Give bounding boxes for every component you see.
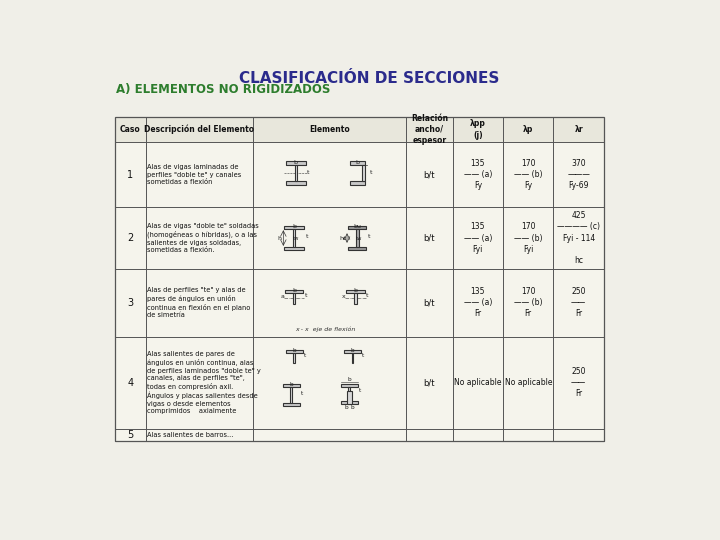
Text: Alas de vigas "doble te" soldadas
(homogéneas o híbridas), o a las
salientes de : Alas de vigas "doble te" soldadas (homog… [148, 223, 259, 253]
Text: bu: bu [353, 224, 361, 229]
Text: t: t [362, 353, 364, 359]
Text: 250
——
Fr: 250 —— Fr [571, 367, 586, 399]
Text: b: b [355, 160, 359, 165]
Bar [348, 247, 366, 251]
Text: b: b [292, 288, 296, 293]
Bar [114, 117, 604, 142]
Bar [350, 181, 365, 185]
Text: λp: λp [523, 125, 534, 134]
Text: t: t [370, 170, 372, 175]
Bar [290, 387, 292, 403]
Text: 425
———— (c)
Fyi - 114

hc: 425 ———— (c) Fyi - 114 hc [557, 211, 600, 265]
Bar [114, 117, 604, 441]
Text: t: t [305, 293, 307, 298]
Text: x: x [342, 294, 346, 299]
Text: 170
—— (b)
Fyi: 170 —— (b) Fyi [514, 222, 542, 254]
Text: t: t [366, 293, 369, 298]
Text: Alas salientes de pares de
ángulos en unión continua, alas
de perfiles laminados: Alas salientes de pares de ángulos en un… [148, 352, 261, 414]
Text: b: b [292, 348, 296, 353]
Text: h: h [277, 235, 282, 240]
Text: b: b [344, 405, 348, 410]
Bar [350, 161, 365, 165]
Text: 250
——
Fr: 250 —— Fr [571, 287, 586, 319]
Text: 5: 5 [127, 430, 133, 440]
Bar [348, 226, 366, 229]
Text: tw: tw [293, 235, 300, 240]
Text: b/t: b/t [423, 170, 435, 179]
Bar [341, 383, 358, 387]
Text: 135
—— (a)
Fr: 135 —— (a) Fr [464, 287, 492, 319]
Bar [114, 117, 604, 441]
Text: t: t [301, 391, 303, 396]
Text: b: b [292, 224, 296, 229]
Bar [286, 161, 306, 165]
Bar [294, 165, 297, 181]
Text: b: b [354, 288, 358, 293]
Bar [284, 247, 305, 251]
Text: 1: 1 [127, 170, 133, 179]
Bar [285, 291, 304, 294]
Text: No aplicable: No aplicable [454, 379, 502, 387]
Text: Caso: Caso [120, 125, 140, 134]
Text: b/t: b/t [423, 233, 435, 242]
Bar [361, 165, 365, 181]
Text: 135
—— (a)
Fy: 135 —— (a) Fy [464, 159, 492, 190]
Text: 170
—— (b)
Fy: 170 —— (b) Fy [514, 159, 542, 190]
Text: x - x  eje de flexión: x - x eje de flexión [294, 327, 355, 332]
Text: λr: λr [575, 125, 583, 134]
Text: tw: tw [356, 235, 363, 240]
Text: b/t: b/t [423, 298, 435, 307]
Text: λpp
(j): λpp (j) [470, 119, 486, 139]
Text: 3: 3 [127, 298, 133, 308]
Text: Descripción del Elemento: Descripción del Elemento [144, 125, 254, 134]
Text: 4: 4 [127, 378, 133, 388]
Bar [293, 293, 295, 304]
Text: 135
—— (a)
Fyi: 135 —— (a) Fyi [464, 222, 492, 254]
Bar [293, 229, 295, 247]
Text: No aplicable: No aplicable [505, 379, 552, 387]
Bar [344, 350, 361, 353]
Text: Relación
ancho/
espesor: Relación ancho/ espesor [411, 114, 448, 145]
Bar [356, 229, 359, 247]
Text: t: t [304, 353, 306, 359]
Text: A) ELEMENTOS NO RIGIDIZADOS: A) ELEMENTOS NO RIGIDIZADOS [117, 83, 330, 96]
Text: b/t: b/t [423, 379, 435, 387]
Text: t: t [307, 170, 310, 175]
Text: t: t [367, 234, 370, 239]
Text: hc: hc [339, 235, 347, 240]
Text: b: b [348, 377, 351, 382]
Text: b: b [294, 160, 297, 165]
Bar [341, 401, 358, 404]
Bar [348, 387, 351, 397]
Bar [282, 384, 300, 387]
Bar [286, 181, 306, 185]
Bar [286, 350, 302, 353]
Text: Elemento: Elemento [309, 125, 350, 134]
Bar [351, 353, 354, 363]
Text: b: b [351, 405, 354, 410]
Text: Alas de perfiles "te" y alas de
pares de ángulos en unión
continua en flexión en: Alas de perfiles "te" y alas de pares de… [148, 287, 251, 318]
Text: b: b [351, 348, 354, 353]
Text: Alas salientes de barros...: Alas salientes de barros... [148, 432, 234, 438]
Text: CLASIFICACIÓN DE SECCIONES: CLASIFICACIÓN DE SECCIONES [239, 71, 499, 86]
Bar [346, 291, 365, 294]
Text: t: t [359, 388, 361, 393]
Text: t: t [305, 234, 308, 239]
Text: Alas de vigas laminadas de
perfiles "doble te" y canales
sometidas a flexión: Alas de vigas laminadas de perfiles "dob… [148, 164, 242, 185]
Bar [347, 390, 352, 404]
Bar [284, 226, 305, 229]
Text: a: a [281, 294, 284, 299]
Bar [354, 293, 356, 304]
Bar [293, 353, 295, 363]
Text: 170
—— (b)
Fr: 170 —— (b) Fr [514, 287, 542, 319]
Bar [282, 403, 300, 406]
Text: b: b [289, 382, 293, 387]
Text: 370
———
Fy-69: 370 ——— Fy-69 [567, 159, 590, 190]
Text: 2: 2 [127, 233, 133, 243]
